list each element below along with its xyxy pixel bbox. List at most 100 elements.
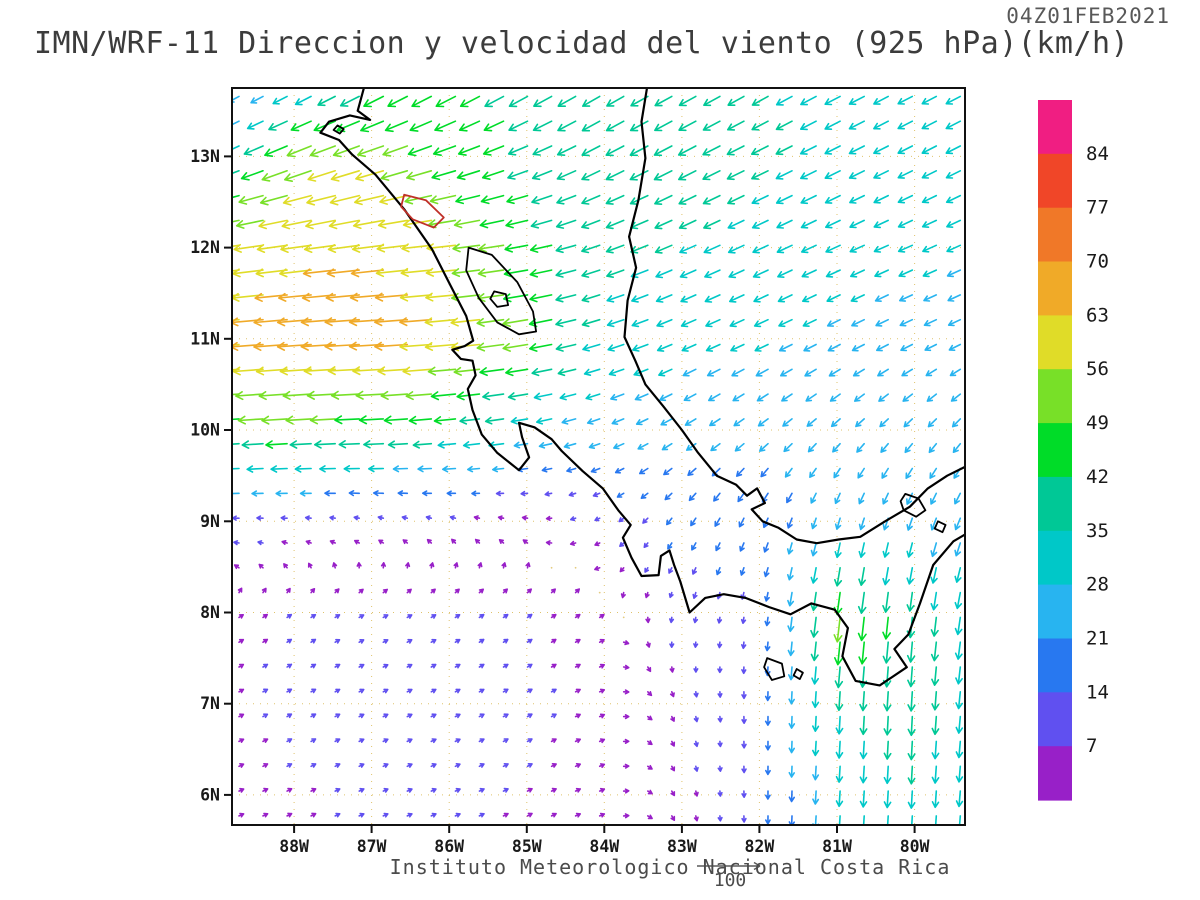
wind-arrow xyxy=(434,120,457,132)
wind-arrow xyxy=(238,663,245,669)
wind-arrow xyxy=(502,763,509,768)
wind-arrow xyxy=(545,515,553,521)
wind-arrow xyxy=(430,787,437,793)
wind-arrow xyxy=(848,170,865,180)
wind-arrow xyxy=(492,466,505,473)
wind-arrow xyxy=(238,787,245,793)
wind-arrow xyxy=(954,542,962,557)
wind-arrow xyxy=(430,763,437,768)
wind-arrow xyxy=(647,740,653,746)
wind-arrow xyxy=(824,120,841,130)
wind-arrow xyxy=(801,269,817,278)
colorbar-segment xyxy=(1038,746,1072,801)
wind-arrow xyxy=(424,317,457,327)
wind-arrow xyxy=(406,170,433,181)
wind-arrow xyxy=(902,393,914,402)
wind-arrow xyxy=(804,368,817,377)
wind-arrow xyxy=(246,120,264,130)
colorbar-segment xyxy=(1038,692,1072,747)
wind-arrow xyxy=(383,415,409,425)
wind-arrow xyxy=(882,641,892,664)
lake-outline xyxy=(465,246,537,336)
wind-arrow xyxy=(951,418,962,428)
wind-arrow xyxy=(811,691,820,709)
wind-arrow xyxy=(874,269,889,278)
wind-arrow xyxy=(498,539,505,544)
wind-arrow xyxy=(555,219,577,229)
wind-arrow xyxy=(605,170,625,181)
wind-arrow xyxy=(825,219,841,229)
wind-arrow xyxy=(907,765,916,785)
wind-arrow xyxy=(536,417,553,425)
wind-arrow xyxy=(232,490,240,497)
wind-arrow xyxy=(859,691,868,712)
wind-arrow xyxy=(380,170,409,181)
wind-arrow xyxy=(502,787,509,793)
wind-arrow xyxy=(874,294,889,302)
wind-arrow xyxy=(906,517,914,531)
wind-arrow xyxy=(704,294,721,303)
wind-arrow xyxy=(358,588,364,594)
wind-arrow xyxy=(776,244,793,254)
wind-arrow xyxy=(632,343,649,352)
wind-arrow xyxy=(233,564,240,570)
wind-arrow xyxy=(339,95,360,107)
island-outline xyxy=(332,124,345,135)
wind-arrow xyxy=(702,194,721,205)
wind-arrow xyxy=(954,567,962,583)
wind-arrow xyxy=(282,194,312,206)
wind-arrow xyxy=(402,219,433,229)
wind-arrow xyxy=(310,787,317,793)
wind-arrow xyxy=(922,244,938,253)
wind-arrow xyxy=(836,815,841,825)
wind-arrow xyxy=(691,567,697,575)
wind-arrow xyxy=(782,418,793,427)
wind-arrow xyxy=(286,713,293,719)
wind-arrow xyxy=(859,740,868,760)
colorbar-segment xyxy=(1038,207,1072,263)
wind-arrow xyxy=(763,567,770,578)
x-axis-tick-label: 80W xyxy=(900,837,930,856)
wind-arrow xyxy=(284,170,312,182)
wind-arrow xyxy=(921,194,938,204)
wind-arrow xyxy=(906,641,916,663)
wind-arrow xyxy=(800,120,817,131)
wind-arrow xyxy=(256,515,264,521)
wind-arrow xyxy=(824,145,841,155)
lake-outline xyxy=(489,290,509,308)
wind-arrow xyxy=(833,467,841,479)
wind-arrow xyxy=(787,616,795,633)
wind-arrow xyxy=(232,95,240,103)
wind-arrow xyxy=(555,269,577,278)
wind-arrow xyxy=(368,465,385,473)
wind-arrow xyxy=(629,120,649,132)
wind-arrow xyxy=(802,294,817,303)
wind-arrow xyxy=(670,765,676,772)
wind-arrow xyxy=(454,738,461,744)
wind-arrow xyxy=(521,515,529,521)
colorbar-tick-label: 63 xyxy=(1086,304,1109,326)
wind-arrow xyxy=(658,368,673,377)
wind-arrow xyxy=(647,789,653,795)
colorbar-segment xyxy=(1038,530,1072,586)
colorbar-segment xyxy=(1038,369,1072,424)
wind-arrow xyxy=(479,219,505,229)
wind-arrow xyxy=(458,120,481,132)
wind-arrow xyxy=(775,194,793,205)
wind-arrow xyxy=(955,740,964,759)
wind-arrow xyxy=(289,440,312,449)
wind-arrow xyxy=(777,294,793,303)
wind-arrow xyxy=(713,492,721,502)
wind-arrow xyxy=(338,440,360,449)
wind-arrow xyxy=(430,688,437,694)
wind-arrow xyxy=(382,763,389,768)
wind-arrow xyxy=(666,517,673,526)
wind-arrow xyxy=(529,244,553,253)
wind-arrow xyxy=(286,145,312,158)
wind-arrow xyxy=(751,145,769,156)
wind-arrow xyxy=(317,95,336,107)
wind-arrow xyxy=(264,145,288,157)
wind-arrow xyxy=(727,95,745,106)
wind-arrow xyxy=(350,268,385,278)
wind-arrow xyxy=(955,790,964,808)
